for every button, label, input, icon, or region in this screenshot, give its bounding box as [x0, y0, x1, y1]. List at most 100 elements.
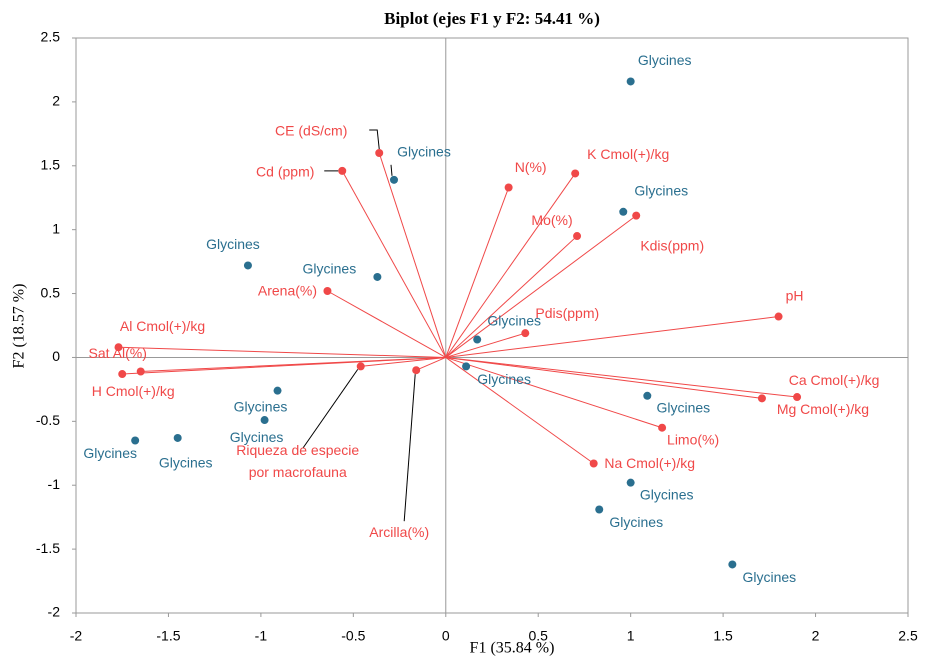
- variable-vector: [445, 357, 594, 464]
- observation-label: Glycines: [159, 455, 213, 471]
- variable-vector: [445, 356, 798, 398]
- observation-point: [619, 207, 628, 216]
- variable-point: [114, 343, 123, 352]
- variable-vector: [378, 152, 447, 358]
- variable-vector: [445, 332, 526, 358]
- variable-vector: [415, 356, 446, 371]
- x-tick-label: -1: [255, 628, 268, 644]
- variable-point: [521, 329, 530, 338]
- x-tick-label: -1.5: [156, 628, 180, 644]
- observation-label: Glycines: [638, 52, 692, 68]
- plot-frame: [75, 37, 909, 614]
- variable-point: [504, 183, 513, 192]
- variable-point: [589, 459, 598, 468]
- variable-label: Na Cmol(+)/kg: [604, 455, 695, 471]
- observation-label: Glycines: [609, 514, 663, 530]
- y-tick-label: -2: [48, 604, 61, 620]
- variable-vector: [445, 356, 763, 399]
- variable-point: [338, 166, 347, 175]
- variable-vector: [122, 356, 446, 375]
- variable-vector: [327, 290, 447, 358]
- x-tick-label: 0: [442, 628, 450, 644]
- variable-point: [757, 394, 766, 403]
- x-tick-label: -2: [70, 628, 83, 644]
- leader-line: [369, 129, 380, 150]
- variable-label: Pdis(ppm): [535, 305, 599, 321]
- variable-point: [774, 312, 783, 321]
- variable-point: [118, 370, 127, 379]
- variable-label: K Cmol(+)/kg: [587, 146, 669, 162]
- observation-point: [173, 433, 182, 442]
- y-tick-label: 1.5: [41, 156, 61, 172]
- x-tick-label: 0.5: [528, 628, 548, 644]
- observation-point: [626, 478, 635, 487]
- observation-point: [462, 362, 471, 371]
- variable-label: Arcilla(%): [369, 524, 429, 540]
- observation-point: [473, 335, 482, 344]
- observation-label: Glycines: [206, 236, 260, 252]
- variable-point: [632, 211, 641, 220]
- y-tick-label: -1: [48, 476, 61, 492]
- y-tick-label: -1.5: [36, 540, 60, 556]
- variable-point: [375, 149, 384, 157]
- observation-point: [595, 505, 604, 514]
- observation-label: Glycines: [397, 144, 451, 160]
- variable-label-box: Riqueza de especie por macrofauna: [236, 442, 360, 481]
- observation-label: Glycines: [230, 429, 284, 445]
- variable-point: [571, 169, 580, 178]
- variable-label: pH: [786, 287, 804, 303]
- x-tick-label: 2: [812, 628, 820, 644]
- y-tick-label: 2.5: [41, 29, 61, 45]
- observation-label: Glycines: [83, 445, 137, 461]
- observation-point: [131, 436, 140, 445]
- variable-point: [658, 423, 667, 432]
- variable-point: [573, 232, 582, 241]
- observation-point: [273, 386, 282, 395]
- observation-point: [373, 272, 382, 281]
- x-tick-label: 1.5: [713, 628, 733, 644]
- variable-label: H Cmol(+)/kg: [92, 383, 175, 399]
- y-tick-label: 0: [52, 348, 60, 364]
- observation-label: Glycines: [487, 312, 541, 328]
- variable-label: N(%): [515, 159, 547, 175]
- variable-vector: [445, 187, 510, 358]
- variable-label: CE (dS/cm): [275, 123, 347, 139]
- variable-vector: [360, 356, 446, 367]
- x-tick-label: 1: [627, 628, 635, 644]
- leader-line: [403, 374, 416, 522]
- x-tick-label: -0.5: [341, 628, 365, 644]
- variable-label: Mg Cmol(+)/kg: [777, 401, 869, 417]
- observation-label: Glycines: [640, 486, 694, 502]
- variable-vector: [445, 356, 663, 429]
- observation-label: Glycines: [634, 182, 688, 198]
- variable-label: Cd (ppm): [256, 164, 314, 180]
- variable-vector: [118, 346, 446, 358]
- variable-point: [412, 366, 421, 375]
- y-tick-label: 0.5: [41, 284, 61, 300]
- variable-vector: [445, 173, 576, 358]
- variable-label: Riqueza de especie por macrofauna: [236, 442, 360, 481]
- observation-label: Glycines: [656, 399, 710, 415]
- observation-point: [643, 391, 652, 400]
- observation-label: Glycines: [743, 569, 797, 585]
- variable-label: Sat Al(%): [89, 345, 147, 361]
- observation-point: [626, 77, 635, 86]
- variable-label: Arena(%): [258, 283, 317, 299]
- y-tick-label: 2: [52, 93, 60, 109]
- variable-point: [323, 287, 332, 295]
- chart-title: Biplot (ejes F1 y F2: 54.41 %): [384, 9, 600, 28]
- variable-vector: [445, 215, 637, 358]
- variable-label: Kdis(ppm): [640, 237, 704, 253]
- x-tick-label: 2.5: [898, 628, 918, 644]
- variable-vector: [341, 170, 447, 358]
- y-tick-label: -0.5: [36, 412, 60, 428]
- y-axis-label: F2 (18.57 %): [11, 284, 28, 369]
- leader-line: [390, 164, 393, 176]
- variable-label: Limo(%): [667, 431, 719, 447]
- observation-point: [243, 261, 252, 270]
- observation-point: [728, 560, 737, 569]
- observation-point: [390, 175, 399, 184]
- variable-vector: [445, 316, 779, 358]
- x-axis-label: F1 (35.84 %): [470, 640, 555, 657]
- y-tick-label: 1: [52, 220, 60, 236]
